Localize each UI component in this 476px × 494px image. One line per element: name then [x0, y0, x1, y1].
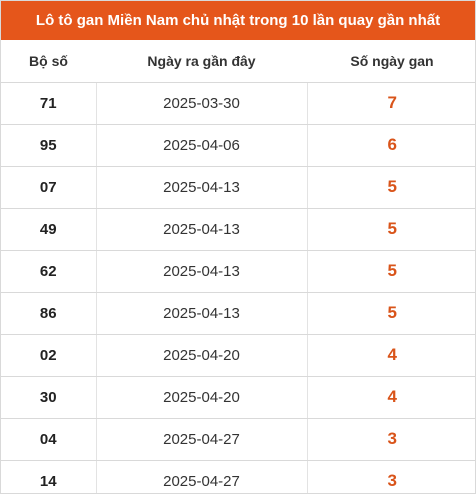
cell-number: 07 [1, 166, 97, 209]
cell-days: 7 [307, 82, 475, 125]
cell-date: 2025-04-13 [96, 292, 308, 335]
panel-title: Lô tô gan Miền Nam chủ nhật trong 10 lần… [1, 1, 475, 40]
header-recent-date: Ngày ra gần đây [96, 40, 307, 83]
cell-days: 4 [307, 376, 475, 419]
table-row: 71 2025-03-30 7 [1, 82, 475, 125]
cell-date: 2025-04-27 [96, 418, 308, 461]
cell-date: 2025-03-30 [96, 82, 308, 125]
cell-date: 2025-04-13 [96, 208, 308, 251]
header-number: Bộ số [1, 40, 96, 83]
lo-gan-table: Bộ số Ngày ra gần đây Số ngày gan 71 202… [1, 40, 475, 493]
cell-days: 5 [307, 208, 475, 251]
cell-number: 86 [1, 292, 97, 335]
table-row: 30 2025-04-20 4 [1, 376, 475, 419]
cell-days: 5 [307, 250, 475, 293]
cell-date: 2025-04-20 [96, 334, 308, 377]
cell-number: 71 [1, 82, 97, 125]
cell-days: 5 [307, 292, 475, 335]
cell-number: 95 [1, 124, 97, 167]
cell-date: 2025-04-13 [96, 250, 308, 293]
cell-days: 6 [307, 124, 475, 167]
cell-days: 3 [387, 471, 397, 491]
table-row: 07 2025-04-13 5 [1, 166, 475, 209]
cell-number: 49 [1, 208, 97, 251]
cell-days: 4 [307, 334, 475, 377]
cell-number: 04 [1, 418, 97, 461]
cell-number: 30 [1, 376, 97, 419]
header-gan-days: Số ngày gan [307, 40, 475, 83]
table-row: 02 2025-04-20 4 [1, 334, 475, 377]
cell-date: 2025-04-06 [96, 124, 308, 167]
table-header-row: Bộ số Ngày ra gần đây Số ngày gan [1, 40, 475, 83]
table-row: 14 2025-04-27 3 [1, 460, 475, 493]
table-row: 95 2025-04-06 6 [1, 124, 475, 167]
cell-number: 14 [1, 460, 97, 493]
table-row: 86 2025-04-13 5 [1, 292, 475, 335]
cell-number: 62 [1, 250, 97, 293]
cell-number: 02 [1, 334, 97, 377]
cell-date: 2025-04-13 [96, 166, 308, 209]
cell-days: 3 [307, 418, 475, 461]
table-row: 04 2025-04-27 3 [1, 418, 475, 461]
table-row: 49 2025-04-13 5 [1, 208, 475, 251]
cell-date: 2025-04-20 [96, 376, 308, 419]
cell-date: 2025-04-27 [96, 460, 308, 493]
cell-days: 5 [307, 166, 475, 209]
table-row: 62 2025-04-13 5 [1, 250, 475, 293]
